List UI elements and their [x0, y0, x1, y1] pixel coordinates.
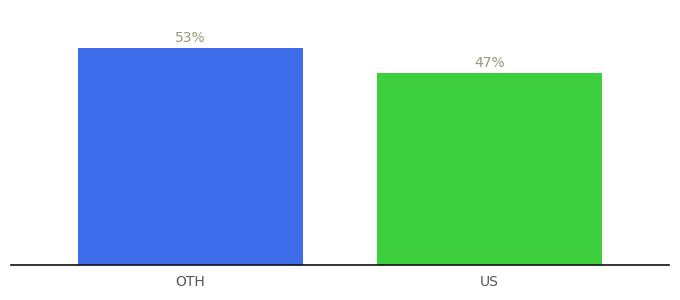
Text: 47%: 47% — [474, 56, 505, 70]
Bar — [78, 48, 303, 265]
Bar — [377, 73, 602, 265]
Text: 53%: 53% — [175, 31, 206, 45]
